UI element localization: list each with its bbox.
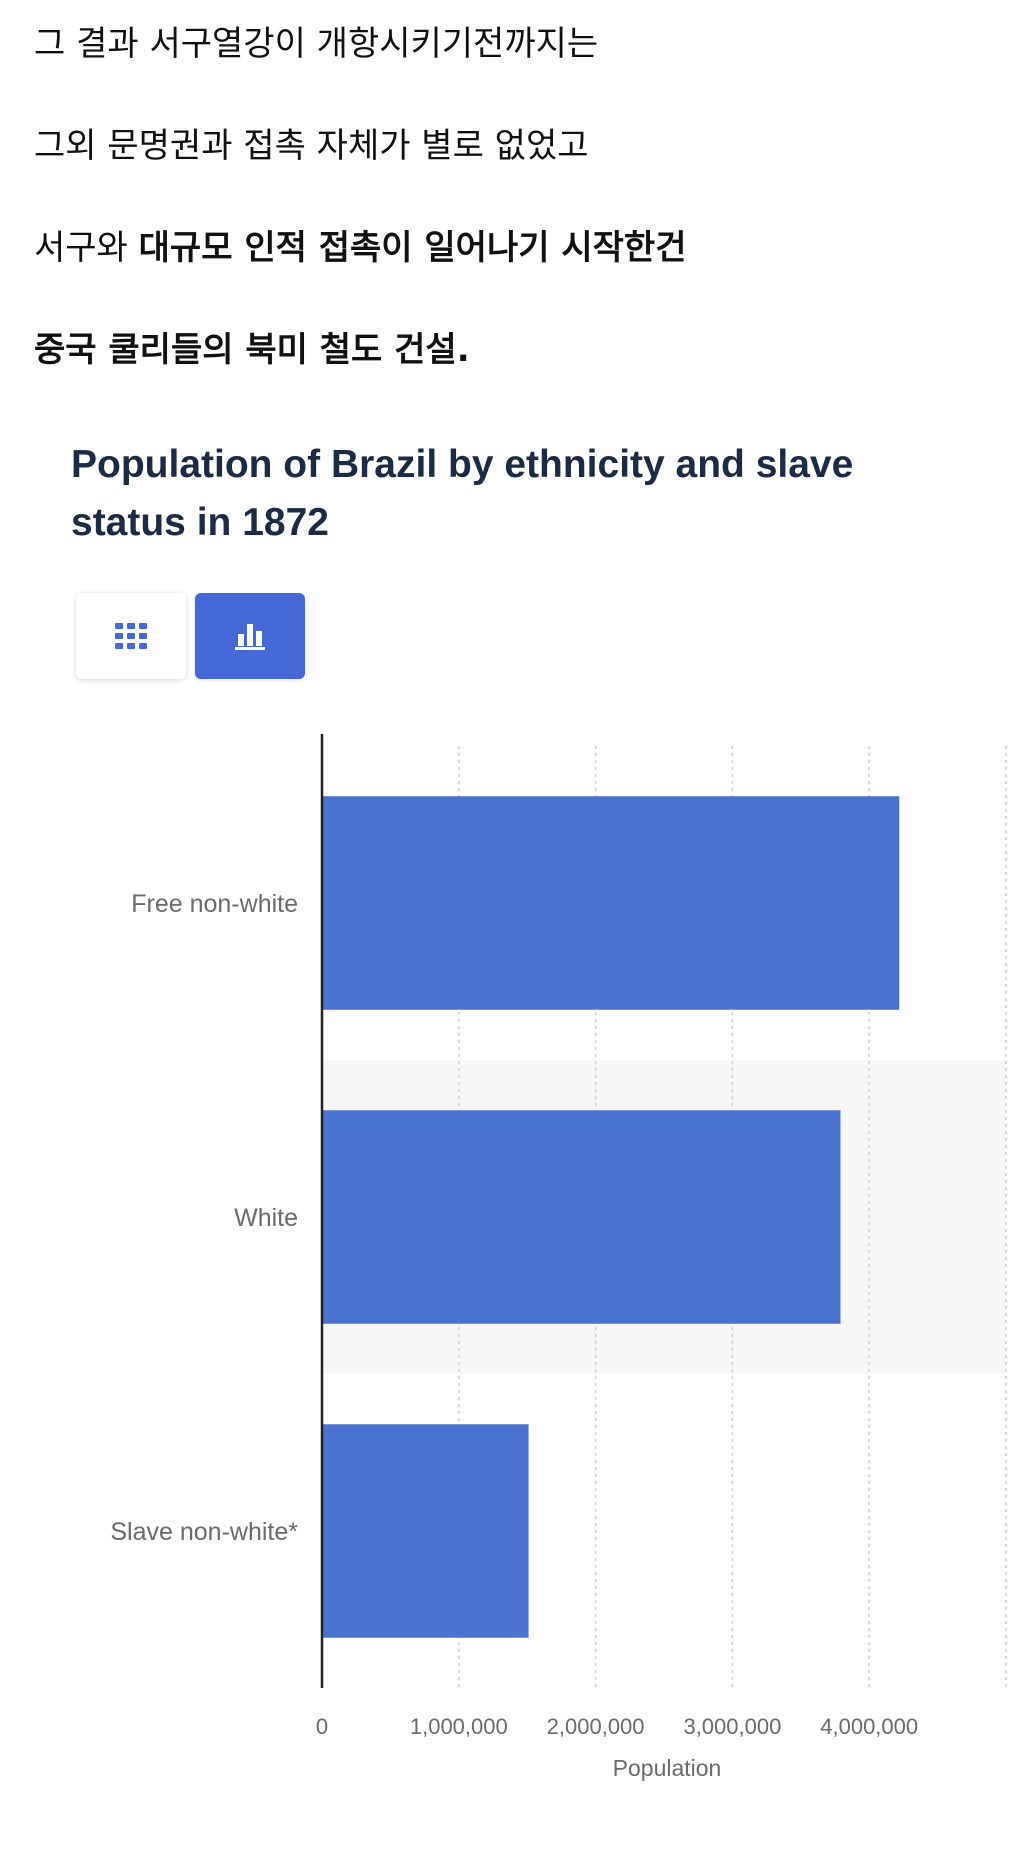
bar	[322, 1424, 529, 1638]
article-text-line-1: 그 결과 서구열강이 개항시키기전까지는	[34, 24, 599, 64]
article-text-bold: 중국 쿨리들의 북미 철도 건설.	[34, 330, 470, 370]
x-tick-label: 2,000,000	[547, 1714, 645, 1739]
article-text-regular: 서구와	[34, 228, 139, 268]
table-view-button[interactable]	[76, 593, 186, 679]
bar	[322, 1110, 841, 1324]
category-label: Slave non-white*	[110, 1518, 298, 1546]
x-tick-label: 1,000,000	[410, 1714, 508, 1739]
article-text-line-3: 서구와 대규모 인적 접촉이 일어나기 시작한건	[34, 226, 686, 270]
bar-chart-icon	[235, 624, 265, 650]
chart-view-button[interactable]	[195, 593, 305, 679]
bar-chart: Free non-white White Slave non-white* 0 1,00…	[110, 734, 1007, 1781]
x-axis-title: Population	[613, 1755, 722, 1781]
article-text-line-4: 중국 쿨리들의 북미 철도 건설.	[34, 328, 470, 372]
x-tick-label: 3,000,000	[683, 1714, 781, 1739]
grid-icon	[115, 623, 147, 649]
category-label: Free non-white	[131, 890, 298, 918]
x-tick-label: 4,000,000	[820, 1714, 918, 1739]
x-tick-label: 0	[316, 1714, 328, 1739]
bar	[322, 796, 900, 1010]
chart-title: Population of Brazil by ethnicity and sl…	[71, 443, 854, 544]
article-text-bold: 대규모 인적 접촉이 일어나기 시작한건	[138, 228, 687, 268]
article-text-line-2: 그외 문명권과 접촉 자체가 별로 없었고	[34, 126, 589, 166]
category-label: White	[234, 1204, 298, 1232]
